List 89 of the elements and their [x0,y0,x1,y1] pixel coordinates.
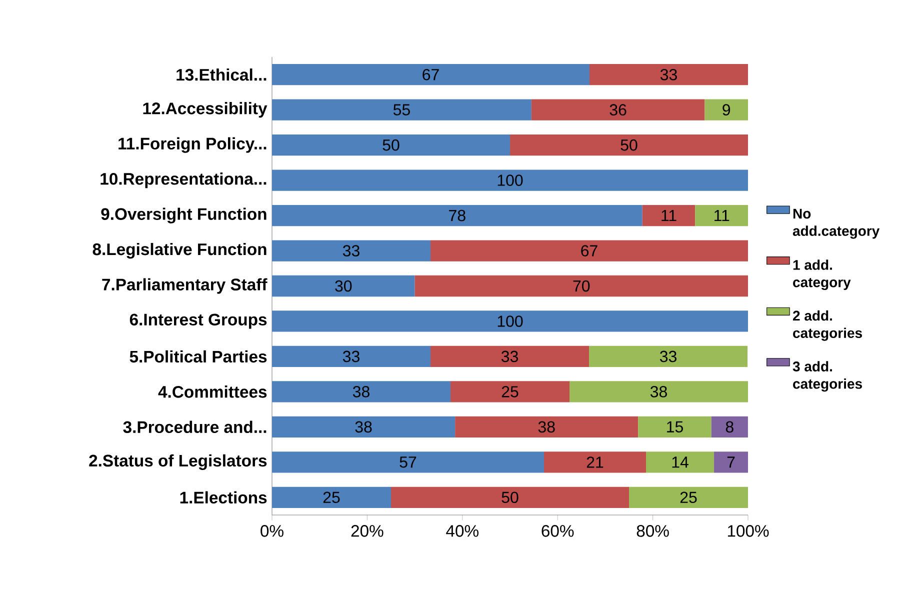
bar [272,170,748,191]
y-tick-label: 4.Committees [158,386,267,398]
data-label: 50 [382,139,400,151]
bar [272,310,748,332]
data-label: 33 [660,350,676,362]
data-label: 21 [586,456,604,468]
bar [570,381,748,402]
x-tick-label: 40% [446,525,478,537]
bar [272,486,392,508]
bar [272,381,451,402]
bar [272,240,431,262]
data-label: 25 [502,386,518,398]
data-label: 14 [672,456,688,468]
data-label: 50 [620,139,638,151]
data-label: 100 [498,174,523,186]
bar [272,134,510,156]
bar [642,204,696,226]
data-label: 67 [422,68,439,80]
legend-label: No add.category [792,208,880,239]
bar [272,64,590,86]
y-tick-label: 11.Foreign Policy... [118,137,266,153]
bar [510,134,748,156]
bar [430,346,590,368]
data-label: 38 [352,386,370,398]
data-label: 38 [538,421,555,433]
bar [455,416,638,438]
bar [272,452,544,473]
data-label: 33 [660,68,677,80]
y-tick-label: 6.Interest Groups [130,314,267,329]
data-label: 50 [502,492,518,504]
bar [714,452,748,473]
bar [638,416,712,438]
data-label: 67 [581,245,598,256]
y-tick-label: 9.Oversight Function [101,208,266,224]
data-label: 33 [342,350,360,362]
data-label: 57 [400,456,416,468]
y-tick-label: 1.Elections [180,491,267,504]
data-label: 9 [722,104,730,116]
data-label: 78 [449,210,466,222]
data-label: 33 [501,350,518,362]
data-label: 8 [726,421,734,433]
data-label: 70 [573,280,590,292]
bar [629,486,748,508]
y-tick-label: 8.Legislative Function [92,242,266,259]
data-label: 11 [714,210,730,222]
legend-label: 3 add. categories [792,361,862,392]
bar [272,99,532,120]
data-label: 38 [650,386,667,398]
data-label: 25 [680,492,697,504]
x-tick-label: 100% [728,525,769,537]
bar [450,381,570,402]
y-tick-label: 13.Ethical... [176,68,266,81]
bar [531,99,705,120]
y-tick-label: 10.Representationa... [100,172,266,188]
data-label: 11 [662,210,676,222]
data-label: 100 [498,316,523,327]
data-label: 33 [342,245,360,256]
x-tick-label: 80% [636,525,669,537]
legend-label: 2 add. categories [793,310,862,341]
bar [590,64,748,86]
legend-label: 1 add. category [793,260,851,290]
data-label: 55 [393,104,410,116]
bar [430,240,748,262]
y-tick-label: 5.Political Parties [130,350,267,363]
bar [704,99,748,120]
x-tick-label: 0% [260,525,284,537]
bar [272,416,456,438]
y-tick-label: 2.Status of Legislators [89,454,267,470]
data-label: 30 [335,280,352,292]
data-label: 7 [727,456,735,468]
bar [646,452,714,473]
data-label: 15 [667,421,683,432]
y-tick-label: 3.Procedure and... [123,420,266,434]
y-tick-label: 7.Parliamentary Staff [102,278,268,294]
bar [711,416,748,438]
x-tick-label: 20% [351,525,384,537]
y-tick-label: 12.Accessibility [143,102,268,118]
data-label: 36 [610,104,626,116]
bar [272,204,642,226]
bar [272,275,415,297]
bar [391,486,630,508]
x-tick-label: 60% [542,525,574,537]
bar [414,275,748,297]
data-label: 38 [355,421,372,433]
bar [695,204,748,226]
bar [589,346,748,368]
data-label: 25 [323,492,340,504]
bar [272,346,431,368]
bar [544,452,646,473]
